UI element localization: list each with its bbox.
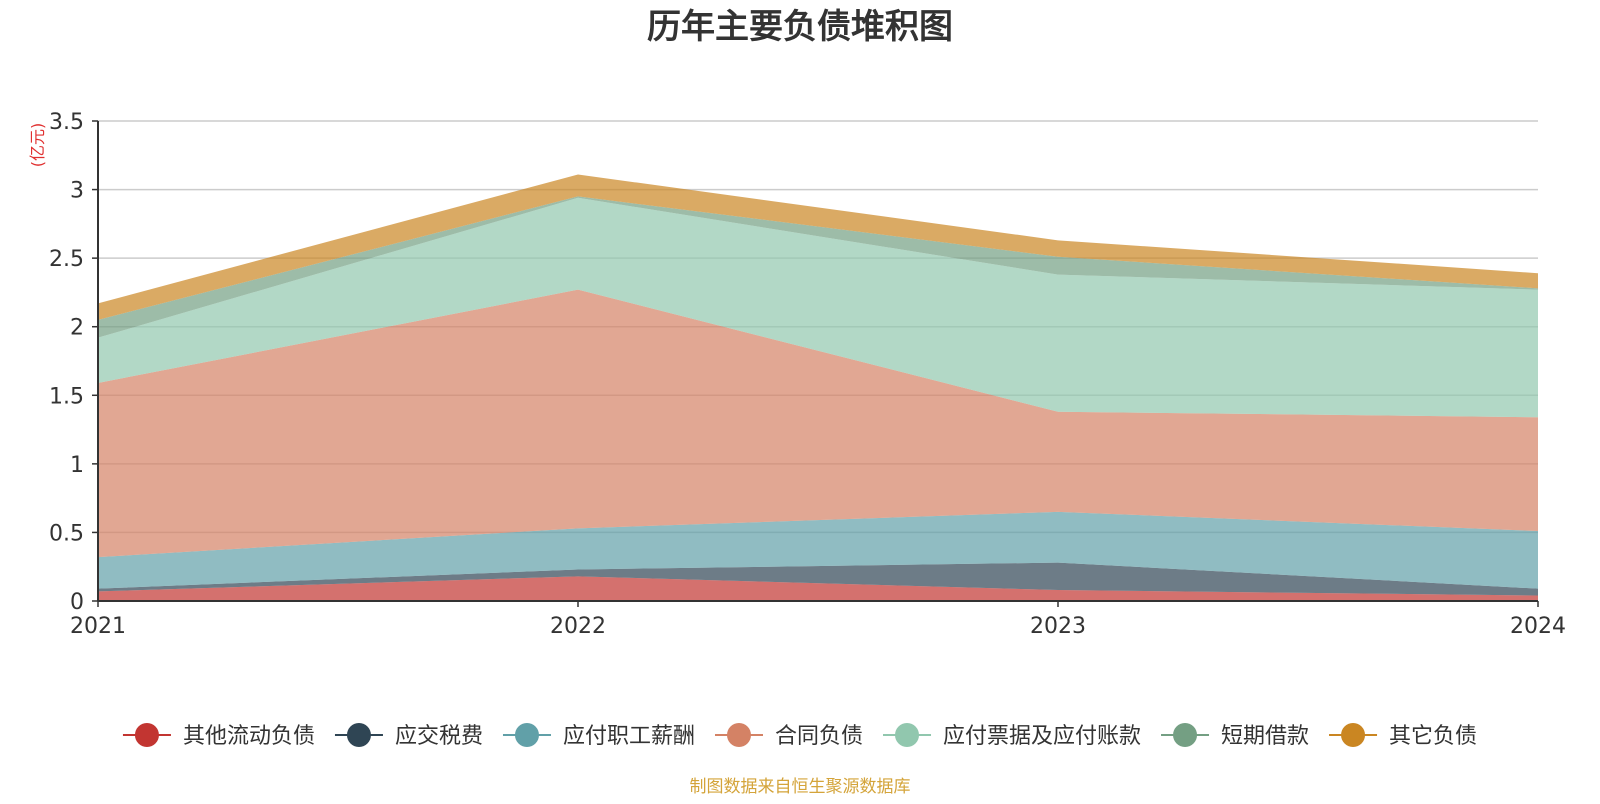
y-axis-unit: (亿元) [28, 123, 47, 168]
legend-item[interactable]: 应交税费 [334, 723, 483, 749]
y-tick-label: 1.5 [49, 384, 84, 409]
x-tick-label: 2023 [1030, 614, 1086, 639]
y-tick-label: 3.5 [49, 110, 84, 135]
legend-item[interactable]: 合同负债 [714, 723, 863, 749]
y-tick-label: 0 [70, 590, 84, 615]
legend-label: 短期借款 [1221, 724, 1309, 749]
legend-label: 其它负债 [1389, 724, 1477, 749]
legend-marker [1341, 723, 1366, 747]
x-tick-label: 2024 [1510, 614, 1566, 639]
area-series-5[interactable] [98, 197, 1538, 418]
y-tick-label: 2.5 [49, 247, 84, 272]
legend-item[interactable]: 其它负债 [1329, 723, 1477, 749]
x-tick-label: 2022 [550, 614, 606, 639]
area-series-6[interactable] [98, 196, 1538, 338]
legend-marker [726, 723, 751, 747]
y-tick-label: 2 [70, 316, 84, 341]
area-series-1[interactable] [98, 576, 1538, 601]
y-tick-label: 3 [70, 179, 84, 204]
legend-label: 合同负债 [775, 724, 863, 749]
area-series-3[interactable] [98, 511, 1538, 589]
legend-label: 应交税费 [395, 724, 483, 749]
chart-title: 历年主要负债堆积图 [647, 7, 953, 47]
legend-item[interactable]: 其他流动负债 [122, 723, 315, 749]
legend-item[interactable]: 短期借款 [1161, 723, 1309, 749]
y-tick-label: 0.5 [49, 521, 84, 546]
legend-label: 应付票据及应付账款 [943, 724, 1141, 749]
legend-marker [514, 723, 539, 747]
legend-item[interactable]: 应付职工薪酬 [502, 723, 695, 749]
legend-label: 应付职工薪酬 [563, 724, 695, 749]
legend[interactable]: 其他流动负债 应交税费 应付职工薪酬 合同负债 应付票据及应付账款 短期借款 其它负债 [122, 723, 1477, 749]
legend-marker [134, 723, 159, 747]
source-note: 制图数据来自恒生聚源数据库 [690, 777, 911, 797]
legend-label: 其他流动负债 [183, 724, 315, 749]
legend-marker [1173, 723, 1198, 747]
area-series-4[interactable] [98, 289, 1538, 558]
legend-item[interactable]: 应付票据及应付账款 [883, 723, 1141, 749]
x-tick-label: 2021 [70, 614, 126, 639]
area-series-2[interactable] [98, 562, 1538, 596]
area-series-7[interactable] [98, 174, 1538, 320]
legend-marker [895, 723, 920, 747]
area-series-group [98, 174, 1538, 601]
y-tick-label: 1 [70, 453, 84, 478]
axes: 0 0.5 1 1.5 2 2.5 3 3.5 2021 2022 2023 2024 [49, 110, 1566, 639]
legend-marker [346, 723, 371, 747]
